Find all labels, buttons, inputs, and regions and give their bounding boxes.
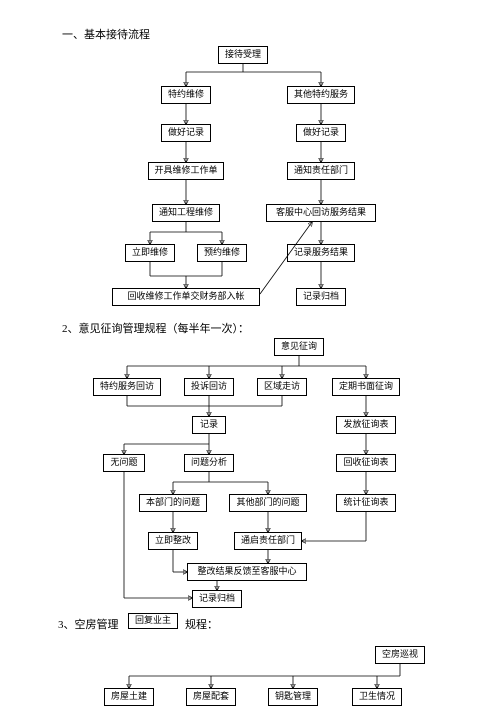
f1-n14: 记录归档 [296, 288, 346, 306]
heading-3b: 规程： [185, 616, 218, 632]
f1-n6: 开具维修工作单 [148, 162, 224, 180]
f2-n3: 投诉回访 [184, 378, 234, 396]
f2-n14: 立即整改 [148, 532, 198, 550]
f3-n1: 空房巡视 [375, 646, 425, 664]
f1-n12: 记录服务结果 [287, 244, 355, 262]
f2-n2: 特约服务回访 [93, 378, 161, 396]
f2-n4: 区域走访 [257, 378, 307, 396]
connectors [0, 0, 500, 708]
f2-n6: 记录 [192, 416, 226, 434]
f2-n11: 本部门的问题 [139, 494, 207, 512]
heading-1: 一、基本接待流程 [62, 26, 150, 42]
f1-n13: 回收维修工作单交财务部入帐 [112, 288, 260, 306]
f1-n5: 做好记录 [296, 124, 346, 142]
f1-n3: 其他特约服务 [287, 86, 355, 104]
f1-n11: 预约维修 [197, 244, 247, 262]
f1-n8: 通知工程维修 [152, 204, 220, 222]
f1-n2: 特约维修 [161, 86, 211, 104]
f2-n7: 发放征询表 [336, 416, 396, 434]
heading-2: 2、意见征询管理规程（每半年一次）： [62, 320, 249, 336]
f2-n5: 定期书面征询 [332, 378, 400, 396]
f3-n4: 钥匙管理 [268, 688, 318, 706]
f1-n4: 做好记录 [161, 124, 211, 142]
f2-n12: 其他部门的问题 [229, 494, 307, 512]
f2-n10: 回收征询表 [336, 454, 396, 472]
f2-n17: 记录归档 [192, 590, 242, 608]
f2-n9: 问题分析 [184, 454, 234, 472]
heading-3-box: 回复业主 [128, 613, 178, 629]
f3-n2: 房屋土建 [104, 688, 154, 706]
f2-n16: 整改结果反馈至客服中心 [187, 563, 307, 581]
f1-n1: 接待受理 [218, 46, 268, 64]
heading-3a: 3、空房管理 [58, 616, 119, 632]
f2-n13: 统计征询表 [336, 494, 396, 512]
f3-n5: 卫生情况 [352, 688, 402, 706]
f2-n15: 通启责任部门 [234, 532, 302, 550]
f1-n9: 客服中心回访服务结果 [266, 204, 376, 222]
f2-n8: 无问题 [103, 454, 145, 472]
f1-n7: 通知责任部门 [287, 162, 355, 180]
f2-n1: 意见征询 [274, 338, 324, 356]
f3-n3: 房屋配套 [186, 688, 236, 706]
f1-n10: 立即维修 [125, 244, 175, 262]
